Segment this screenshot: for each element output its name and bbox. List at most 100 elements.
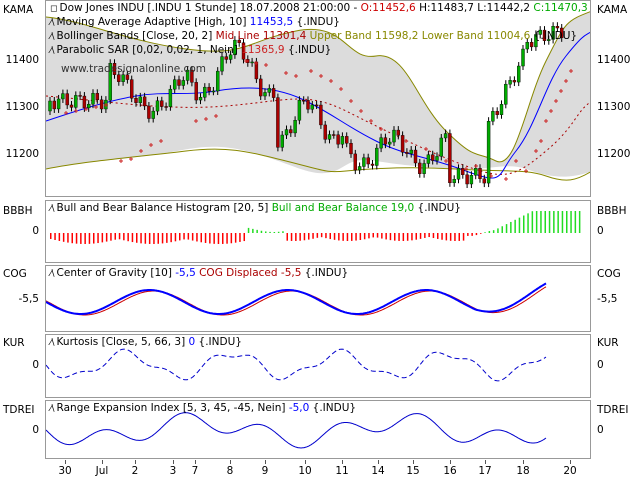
candle-body — [297, 100, 302, 121]
candle-body — [228, 54, 233, 60]
x-tick — [102, 460, 103, 464]
candle-body — [504, 83, 508, 105]
candle-body — [555, 26, 560, 29]
bbbh-bar — [114, 233, 116, 240]
candle-body — [48, 100, 52, 112]
candle-body — [267, 88, 272, 93]
bbbh-bar — [428, 233, 430, 238]
bbbh-tick-right: 0 — [597, 225, 604, 237]
bbbh-bar — [505, 224, 508, 233]
bb-label: Bollinger Bands [Close, 20, 2] — [56, 30, 216, 42]
bbbh-bar — [213, 233, 215, 244]
bbbh-bar — [209, 233, 211, 244]
bbbh-chart[interactable] — [46, 201, 591, 263]
x-tick-label: Jul — [95, 465, 109, 477]
candle-body — [276, 97, 280, 148]
bbbh-bar — [71, 233, 73, 244]
tdrei-side-label-right: TDREI — [597, 404, 629, 416]
x-tick — [230, 460, 231, 464]
bbbh-bar — [50, 233, 52, 239]
candle-body — [95, 93, 99, 101]
candle-body — [99, 99, 104, 110]
bbbh-bar — [566, 211, 568, 233]
indicator-icon: ⁄\ — [50, 32, 55, 42]
x-tick — [413, 460, 414, 464]
candle-body — [491, 111, 495, 122]
bbbh-bar — [488, 230, 491, 233]
sar-value: 11365,9 — [241, 44, 285, 56]
bbbh-side-label: BBBH — [3, 205, 33, 217]
cog-displaced-value: COG Displaced -5,5 — [195, 267, 302, 279]
candle-body — [151, 110, 155, 119]
bbbh-bar — [514, 219, 516, 233]
x-tick-label: 2 — [131, 465, 139, 477]
tdrei-side-label: TDREI — [3, 404, 35, 416]
bbbh-bar — [398, 233, 400, 241]
candle-body — [74, 95, 78, 108]
tdrei-tick-right: 0 — [597, 424, 604, 436]
candle-body — [452, 179, 456, 184]
bbbh-bar — [406, 233, 409, 241]
candle-body — [375, 147, 379, 166]
kur-side-label-right: KUR — [597, 337, 619, 349]
x-tick — [450, 460, 451, 464]
candle-body — [413, 149, 418, 164]
cog-title: ⁄\ Center of Gravity [10] -5,5 COG Displa… — [50, 267, 349, 279]
candle-body — [121, 74, 125, 82]
bbbh-bar — [144, 233, 147, 244]
x-tick — [570, 460, 571, 464]
candle-body — [357, 166, 362, 171]
bbbh-bar — [480, 233, 482, 234]
bbbh-bar — [441, 233, 443, 240]
candle-body — [241, 42, 246, 60]
bbbh-bar — [265, 231, 267, 233]
candle-body — [482, 178, 486, 184]
kama-tick-left: 11400 — [5, 54, 39, 66]
kama-chart[interactable] — [46, 1, 591, 197]
bbbh-bar — [157, 233, 159, 244]
kur-panel[interactable]: ⁄\ Kurtosis [Close, 5, 66, 3] 0 {.INDU} — [45, 334, 591, 398]
ohlc-open: O:11452,6 — [360, 2, 416, 14]
kama-panel[interactable]: ◻ Dow Jones INDU [.INDU 1 Stunde] 18.07.2… — [45, 0, 591, 197]
x-tick-label: 15 — [406, 465, 420, 477]
candle-body — [117, 74, 121, 82]
tdrei-panel[interactable]: ⁄\ Range Expansion Index [5, 3, 45, -45, … — [45, 400, 591, 459]
bbbh-bar — [234, 233, 237, 243]
bbbh-bar — [484, 232, 486, 233]
mid-line — [46, 95, 590, 175]
candle-body — [185, 69, 190, 81]
candle-body — [388, 141, 392, 145]
cog-chart[interactable] — [46, 266, 591, 332]
cog-panel[interactable]: ⁄\ Center of Gravity [10] -5,5 COG Displa… — [45, 265, 591, 332]
bbbh-bar — [166, 233, 168, 243]
kur-chart[interactable] — [46, 335, 591, 398]
x-tick-label: 11 — [335, 465, 349, 477]
bbbh-bar — [320, 233, 323, 238]
x-tick-label: 8 — [226, 465, 234, 477]
x-tick — [195, 460, 196, 464]
bbbh-bar — [282, 231, 284, 233]
bbbh-bar — [333, 233, 336, 240]
kama-title: ◻ Dow Jones INDU [.INDU 1 Stunde] 18.07.2… — [50, 2, 588, 58]
candle-body — [284, 129, 289, 136]
tdrei-chart[interactable] — [46, 401, 591, 459]
candle-body — [461, 168, 465, 175]
candle-body — [560, 27, 564, 39]
candle-body — [362, 157, 366, 167]
candle-body — [147, 105, 151, 119]
bbbh-panel[interactable]: ⁄\ Bull and Bear Balance Histogram [20, 5… — [45, 200, 591, 263]
candle-body — [129, 79, 134, 99]
candle-body — [551, 26, 555, 40]
candle-body — [168, 88, 173, 107]
chart-icon: ◻ — [50, 4, 58, 14]
bbbh-bar — [148, 233, 151, 244]
candle-body — [327, 134, 332, 140]
candle-body — [345, 136, 349, 144]
candle-body — [82, 95, 87, 109]
bbbh-bar — [239, 233, 241, 242]
candle-body — [426, 154, 431, 164]
bbbh-bar — [419, 233, 422, 239]
candle-body — [203, 86, 207, 98]
candle-body — [332, 134, 336, 136]
kur-tick-right: 0 — [597, 359, 604, 371]
